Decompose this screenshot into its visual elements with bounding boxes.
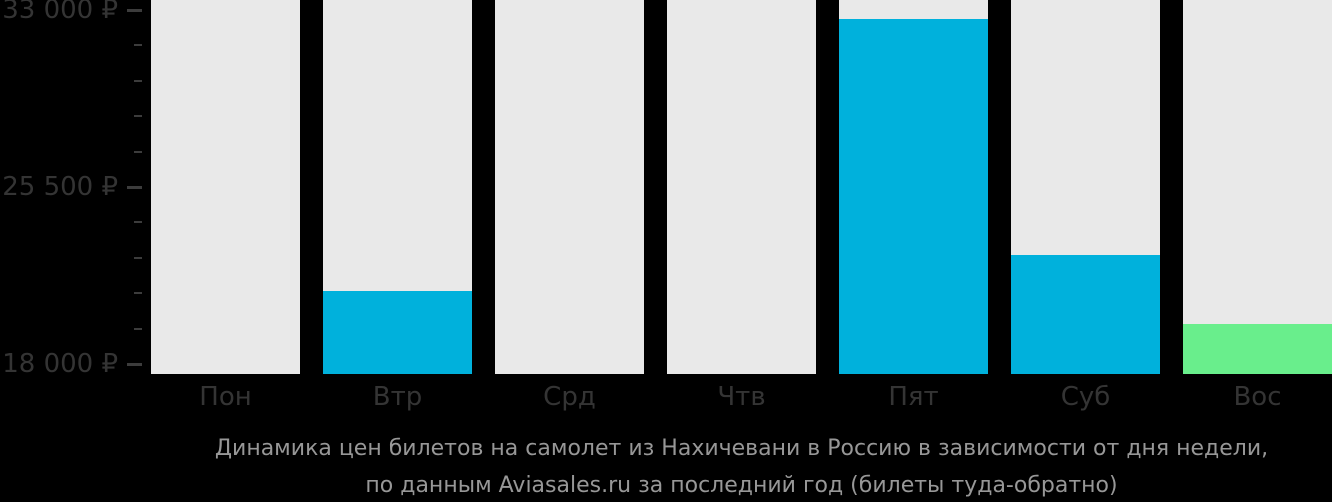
y-tick-minor <box>134 44 142 46</box>
y-tick-minor <box>134 115 142 117</box>
y-tick-minor <box>134 292 142 294</box>
column-tue <box>323 0 472 374</box>
y-tick-label-18000: 18 000 ₽ <box>2 349 118 379</box>
x-axis: Пон Втр Срд Чтв Пят Суб Вос <box>151 381 1332 413</box>
bars-region <box>151 0 1332 374</box>
x-label-sun: Вос <box>1233 382 1282 412</box>
y-tick-minor <box>134 151 142 153</box>
chart-caption: Динамика цен билетов на самолет из Нахич… <box>151 430 1332 502</box>
x-label-thu: Чтв <box>717 382 766 412</box>
y-tick-major <box>127 9 142 12</box>
caption-line-1: Динамика цен билетов на самолет из Нахич… <box>214 436 1269 461</box>
caption-line-2: по данным Aviasales.ru за последний год … <box>365 473 1118 498</box>
x-label-tue: Втр <box>372 382 423 412</box>
y-tick-minor <box>134 328 142 330</box>
y-axis: 33 000 ₽ 25 500 ₽ 18 000 ₽ <box>0 0 151 379</box>
y-tick-minor <box>134 257 142 259</box>
column-sat <box>1011 0 1160 374</box>
y-tick-minor <box>134 221 142 223</box>
y-tick-major <box>127 363 142 366</box>
column-thu <box>667 0 816 374</box>
column-sun <box>1183 0 1332 374</box>
y-tick-minor <box>134 80 142 82</box>
price-bar-sat <box>1011 255 1160 374</box>
price-bar-tue <box>323 291 472 374</box>
y-tick-major <box>127 186 142 189</box>
x-label-wed: Срд <box>543 382 596 412</box>
y-tick-label-25500: 25 500 ₽ <box>2 172 118 202</box>
price-bar-fri <box>839 19 988 374</box>
x-label-mon: Пон <box>199 382 252 412</box>
column-fri <box>839 0 988 374</box>
y-tick-label-33000: 33 000 ₽ <box>2 0 118 25</box>
x-label-sat: Суб <box>1060 382 1111 412</box>
x-label-fri: Пят <box>888 382 939 412</box>
column-wed <box>495 0 644 374</box>
column-mon <box>151 0 300 374</box>
plot-area: 33 000 ₽ 25 500 ₽ 18 000 ₽ <box>0 0 1332 379</box>
price-bar-sun <box>1183 324 1332 374</box>
